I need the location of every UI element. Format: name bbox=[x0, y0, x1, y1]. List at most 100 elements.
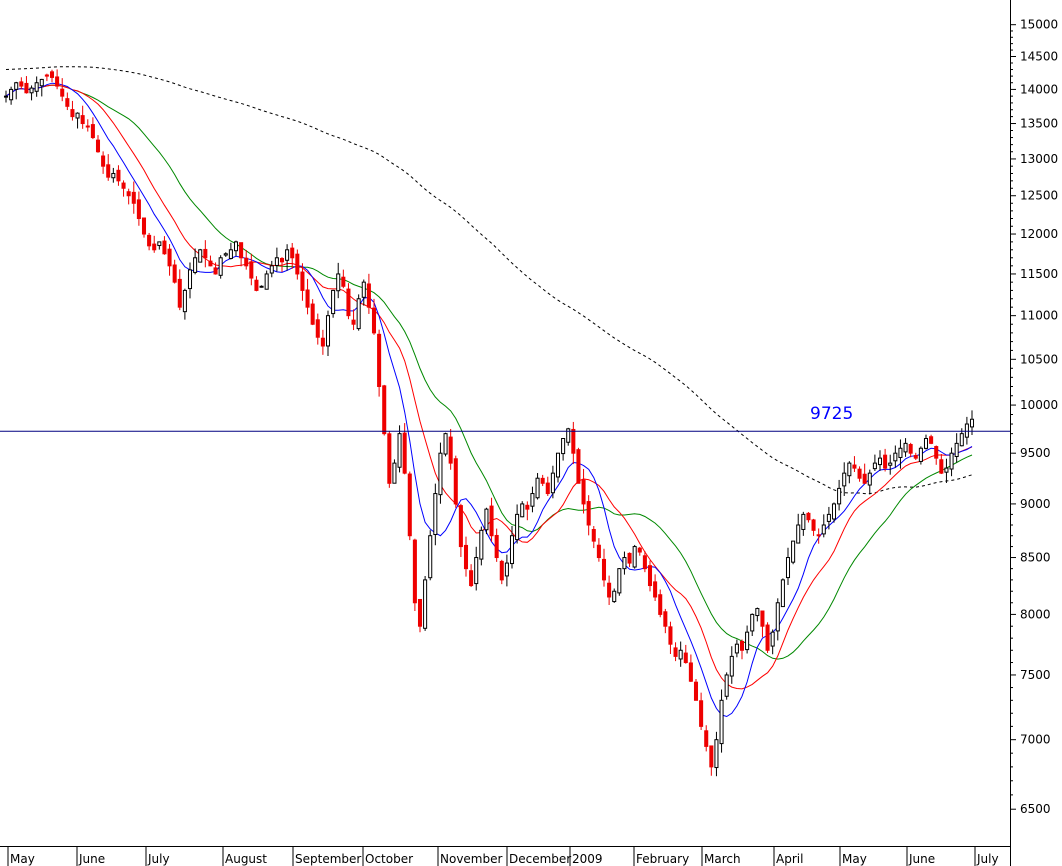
candle bbox=[954, 433, 959, 463]
candle bbox=[857, 466, 862, 482]
candle-body-up bbox=[29, 87, 34, 94]
x-month-label: July bbox=[976, 852, 999, 866]
candle-body-up bbox=[75, 112, 80, 119]
candle-body-down bbox=[658, 594, 663, 615]
candle-body-down bbox=[208, 260, 213, 267]
candle bbox=[417, 598, 423, 633]
candle bbox=[300, 263, 305, 301]
candle-body-down bbox=[693, 681, 699, 701]
candle-body-down bbox=[315, 319, 320, 338]
candle bbox=[847, 461, 852, 484]
candle-body-up bbox=[443, 433, 448, 455]
candle bbox=[469, 564, 474, 588]
candle-body-down bbox=[377, 333, 382, 387]
candle bbox=[193, 248, 198, 275]
candle-body-up bbox=[755, 608, 760, 617]
candle-body-down bbox=[448, 436, 453, 464]
candle bbox=[3, 90, 9, 103]
candle-body-up bbox=[325, 315, 331, 347]
candle bbox=[591, 526, 596, 549]
candle bbox=[387, 430, 392, 488]
candle bbox=[509, 526, 515, 569]
x-month-label: 2009 bbox=[572, 852, 603, 866]
candle-body-up bbox=[555, 452, 561, 478]
candle-body-up bbox=[111, 172, 116, 179]
candle-body-up bbox=[791, 540, 796, 563]
candle bbox=[19, 77, 24, 90]
candle-body-down bbox=[806, 512, 811, 521]
candle-body-up bbox=[622, 557, 627, 570]
candle bbox=[760, 610, 765, 638]
candle bbox=[111, 167, 116, 183]
candle-body-up bbox=[745, 631, 750, 651]
candle bbox=[448, 428, 453, 470]
candle bbox=[515, 504, 520, 544]
candle-body-down bbox=[683, 652, 688, 664]
candle-body-up bbox=[893, 452, 898, 462]
candle bbox=[285, 244, 290, 271]
candle bbox=[596, 538, 601, 562]
candle bbox=[898, 439, 903, 469]
candle-body-up bbox=[750, 613, 755, 632]
candle bbox=[729, 646, 734, 684]
candle bbox=[801, 511, 806, 536]
candle-body-up bbox=[796, 524, 801, 544]
candle bbox=[60, 78, 65, 102]
candle bbox=[632, 544, 637, 569]
candle bbox=[244, 249, 249, 270]
candle-body-down bbox=[55, 76, 60, 87]
candle-body-up bbox=[428, 535, 433, 579]
candle bbox=[131, 181, 136, 214]
candle-body-down bbox=[571, 428, 576, 454]
candle-body-down bbox=[239, 242, 244, 259]
candle-body-up bbox=[969, 418, 975, 428]
y-tick-label: 10000 bbox=[1020, 398, 1058, 412]
candle-body-down bbox=[80, 115, 85, 125]
candle bbox=[106, 154, 111, 181]
candle-body-up bbox=[438, 452, 443, 496]
candle-body-down bbox=[116, 169, 121, 182]
candle-body-down bbox=[596, 544, 601, 559]
candle bbox=[336, 262, 341, 299]
candle bbox=[949, 447, 954, 477]
candle bbox=[136, 191, 141, 226]
candle bbox=[663, 608, 668, 634]
y-tick-label: 7500 bbox=[1020, 668, 1051, 682]
candle-body-down bbox=[934, 446, 939, 459]
candle bbox=[208, 255, 213, 267]
candle-body-down bbox=[162, 240, 167, 255]
candle bbox=[796, 513, 801, 544]
candle bbox=[331, 289, 336, 318]
candle-body-up bbox=[233, 241, 239, 252]
candle-body-up bbox=[612, 590, 617, 603]
candle-body-down bbox=[121, 182, 126, 189]
candle bbox=[187, 262, 193, 299]
candle bbox=[617, 568, 622, 596]
candle-body-down bbox=[65, 98, 70, 107]
candle-body-down bbox=[607, 582, 612, 598]
candle-body-down bbox=[341, 276, 346, 287]
candle-body-up bbox=[520, 503, 525, 518]
candle-body-up bbox=[550, 472, 555, 494]
candle bbox=[65, 92, 70, 111]
candle-body-down bbox=[44, 74, 49, 77]
candle-body-down bbox=[244, 257, 249, 267]
candle bbox=[85, 119, 90, 132]
candle bbox=[203, 240, 208, 268]
candle-body-down bbox=[494, 534, 499, 559]
candle-body-up bbox=[264, 273, 269, 290]
candle-body-down bbox=[407, 473, 412, 537]
y-tick-label: 9500 bbox=[1020, 446, 1051, 460]
candle bbox=[780, 578, 785, 608]
candle-body-down bbox=[85, 125, 90, 128]
candle-body-up bbox=[193, 257, 198, 273]
candle-body-down bbox=[704, 730, 709, 747]
candle-body-down bbox=[862, 473, 867, 484]
candle-body-up bbox=[949, 452, 954, 470]
candle-body-down bbox=[152, 243, 157, 251]
candle-body-up bbox=[770, 631, 775, 647]
candle-body-down bbox=[147, 234, 152, 247]
candle-body-up bbox=[39, 78, 44, 87]
y-tick-label: 7000 bbox=[1020, 733, 1051, 747]
x-axis: May June July August September October Novembe… bbox=[7, 846, 999, 866]
